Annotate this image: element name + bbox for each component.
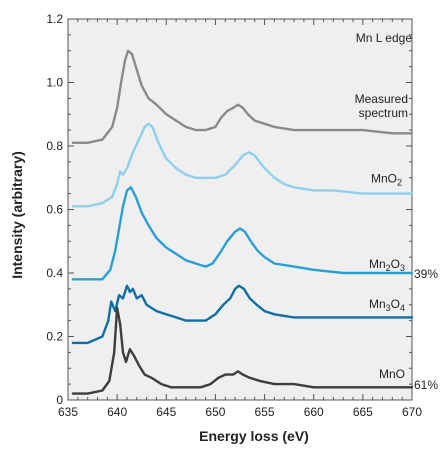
x-tick-label: 635 bbox=[58, 405, 78, 419]
y-tick-label: 1.0 bbox=[46, 76, 63, 90]
x-tick-label: 645 bbox=[156, 405, 176, 419]
x-tick-label: 665 bbox=[353, 405, 373, 419]
y-tick-label: 1.2 bbox=[46, 12, 63, 26]
edge-annotation: Mn L edge bbox=[356, 31, 413, 45]
series-line-mn2o3 bbox=[71, 186, 414, 281]
x-tick-label: 655 bbox=[255, 405, 275, 419]
x-tick-label: 650 bbox=[205, 405, 225, 419]
series-line-mno2 bbox=[71, 122, 414, 208]
label-mn2o3: Mn2O3 bbox=[369, 257, 405, 273]
label-mno: MnO bbox=[379, 367, 405, 381]
label-mn3o4: Mn3O4 bbox=[369, 297, 405, 313]
series-line-mn3o4 bbox=[71, 284, 414, 345]
series-line-mno bbox=[71, 306, 414, 395]
x-axis-label: Energy loss (eV) bbox=[199, 428, 309, 444]
series-layer bbox=[71, 49, 414, 395]
label-measured-line1: Measured bbox=[355, 92, 408, 106]
plot-area bbox=[67, 18, 413, 401]
y-tick-label: 0.8 bbox=[46, 139, 63, 153]
percent-label-mno: 61% bbox=[414, 378, 438, 392]
percent-label-mn2o3: 39% bbox=[414, 267, 438, 281]
x-tick-label: 660 bbox=[304, 405, 324, 419]
x-tick-label: 640 bbox=[107, 405, 127, 419]
label-measured-line2: spectrum bbox=[359, 106, 408, 120]
axis-ticks bbox=[67, 18, 413, 401]
x-tick-label: 670 bbox=[402, 405, 422, 419]
y-tick-label: 0.6 bbox=[46, 203, 63, 217]
y-tick-label: 0.4 bbox=[46, 266, 63, 280]
y-tick-label: 0.2 bbox=[46, 330, 63, 344]
label-mno2: MnO2 bbox=[371, 172, 402, 188]
tick-labels: 635 640 645 650 655 660 665 670 0 0.2 0.4 0.6 0.8 1.0… bbox=[46, 12, 422, 419]
y-axis-label: Intensity (arbitrary) bbox=[9, 151, 25, 279]
series-line-measured-spectrum bbox=[71, 49, 414, 144]
y-tick-label: 0 bbox=[56, 393, 63, 407]
